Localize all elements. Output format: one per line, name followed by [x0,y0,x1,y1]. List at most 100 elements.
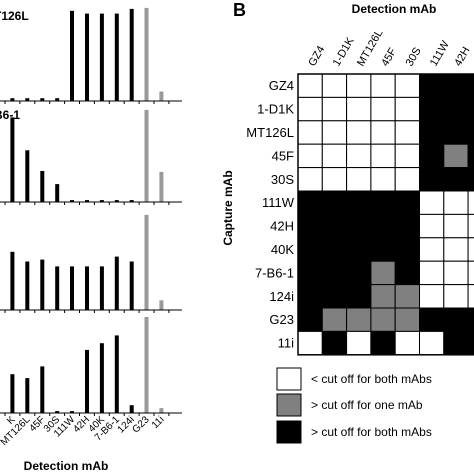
bar-45f [40,259,45,310]
heatmap-cell [394,120,421,145]
heatmap-cell [321,330,348,356]
bar-124i [129,405,134,413]
heatmap-cell [297,260,323,286]
bar-42h [85,349,89,413]
heatmap-row-label: 45F [272,148,294,163]
heatmap-cell [443,330,469,356]
heatmap-cell [370,190,396,215]
legend-swatch [276,393,302,417]
heatmap-legend: < cut off for both mAbs > cut off for one… [276,367,432,444]
legend-label: < cut off for both mAbs [311,372,432,386]
heatmap-cell [346,237,372,262]
bar-7-b6-1 [114,256,119,310]
heatmap-cell [467,330,474,356]
heatmap-cell [419,143,445,169]
bar-42h [85,200,89,202]
heatmap-cell [467,237,474,262]
heatmap-cell [443,213,469,239]
heatmap-cell [297,143,323,169]
heatmap-cell [346,330,372,356]
bar-45f [40,366,45,413]
heatmap-cell [370,260,396,286]
heatmap-row-label: 124i [269,289,294,304]
heatmap-cell [419,307,445,332]
bar-30s [55,411,60,413]
heatmap-cell [467,260,474,286]
heatmap-row-label: 1-D1K [257,102,294,117]
heatmap-cell [370,73,396,98]
bar-g23 [144,109,149,202]
bar-40k [99,13,104,102]
heatmap-cell [346,213,372,239]
bar-42h [85,266,89,310]
heatmap-cell [394,307,421,332]
heatmap-cell [346,167,372,192]
heatmap-cell [443,73,469,98]
heatmap-cell [346,143,372,169]
heatmap-cell [346,120,372,145]
heatmap-cell [346,73,372,98]
bar-7-b6-1 [114,200,119,202]
bar-1-d1k [10,98,15,102]
bar-45f [40,98,45,102]
heatmap-column-label: 111W [428,38,452,68]
bar-mt126l [25,378,30,413]
heatmap-cell [321,284,348,309]
heatmap-cell [370,284,396,309]
heatmap-cell [297,237,323,262]
bar-panel-4 [0,317,182,416]
heatmap-cell [419,330,445,356]
heatmap-cell [419,96,445,122]
heatmap-cell [394,96,421,122]
heatmap-cell [370,143,396,169]
bar-g23 [144,214,149,310]
bar-111w [70,266,74,310]
heatmap-cell [297,73,323,98]
heatmap-row-label: G23 [269,312,294,327]
heatmap-cell [321,167,348,192]
heatmap-cell [443,307,469,332]
heatmap-cell [467,167,474,192]
bar-111w [70,10,74,102]
heatmap-row-label: MT126L [246,125,294,140]
heatmap-cell [394,143,421,169]
bar-g23 [144,7,149,101]
bar-42h [85,13,89,102]
heatmap-top-title: Detection mAb [352,2,437,16]
bar-30s [55,266,60,310]
bar-1-d1k [10,117,15,202]
bar-111w [70,411,74,413]
heatmap-grid [297,73,474,356]
heatmap-cell [443,120,469,145]
heatmap-cell [419,260,445,286]
heatmap-cell [419,213,445,239]
heatmap-cell [321,190,348,215]
bar-1-d1k [10,374,15,413]
heatmap-cell [321,96,348,122]
heatmap-column-label: 42H [452,45,473,69]
bar-124i [129,8,134,101]
heatmap-cell [394,330,421,356]
bar-7-b6-1 [114,13,119,102]
bar-panel-2: B6-1 [0,108,182,205]
heatmap-cell [443,143,469,169]
heatmap-cell [419,167,445,192]
heatmap-border [297,73,474,356]
heatmap-row-label: GZ4 [269,78,294,93]
heatmap-cell [370,213,396,239]
heatmap-cell [346,96,372,122]
heatmap-cell [394,167,421,192]
heatmap-cell [297,213,323,239]
heatmap-cell [419,284,445,309]
heatmap-cell [467,143,474,169]
legend-swatch [276,367,302,391]
heatmap-cell [370,120,396,145]
heatmap-cell [321,73,348,98]
heatmap-column-label: 30S [404,46,424,69]
heatmap-cell [467,96,474,122]
bar-40k [99,266,104,310]
heatmap-cell [346,260,372,286]
heatmap-cell [394,190,421,215]
